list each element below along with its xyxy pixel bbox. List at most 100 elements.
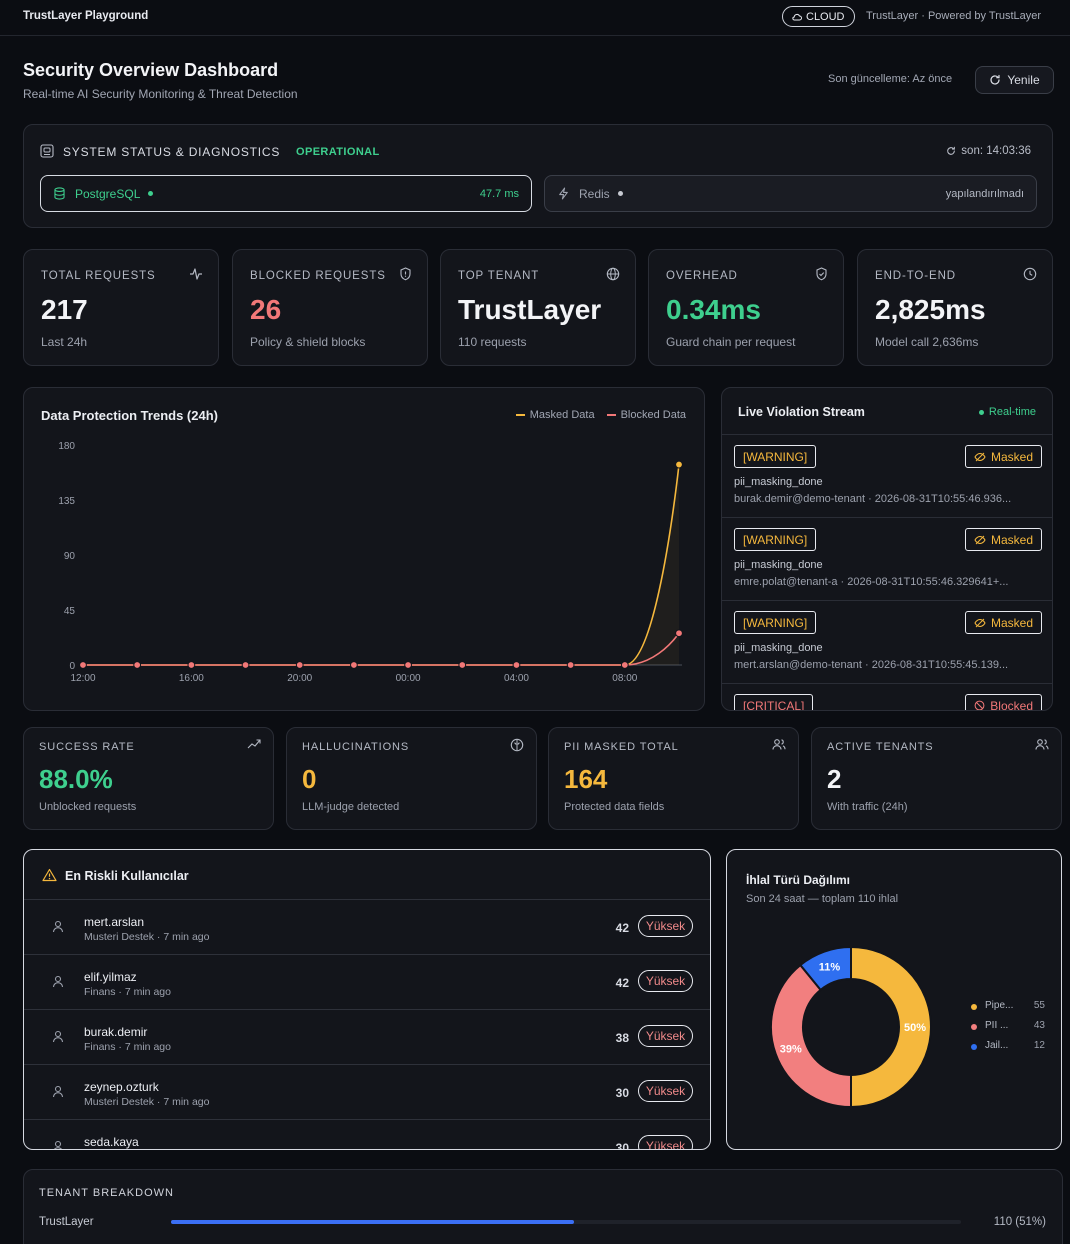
series-line-blocked [83, 632, 680, 666]
x-tick-label: 20:00 [287, 673, 312, 684]
data-point[interactable] [566, 661, 575, 669]
metric-card-pii-masked: PII MASKED TOTAL 164 Protected data fiel… [548, 727, 799, 830]
donut-legend-item[interactable]: Jail... 12 [969, 1040, 1049, 1060]
legend-label: PII ... [985, 1020, 1009, 1031]
app-title: TrustLayer Playground [23, 10, 149, 22]
stat-label: OVERHEAD [666, 270, 738, 282]
user-icon [52, 920, 64, 933]
metric-label: PII MASKED TOTAL [564, 741, 679, 753]
tenant-share-fill [171, 1220, 574, 1224]
metric-label: SUCCESS RATE [39, 741, 135, 753]
data-point[interactable] [133, 661, 142, 669]
metric-card-active-tenants: ACTIVE TENANTS 2 With traffic (24h) [811, 727, 1062, 830]
stat-subtext: Model call 2,636ms [875, 335, 979, 349]
chart-legend: Masked Data Blocked Data [515, 409, 686, 421]
data-point[interactable] [512, 661, 521, 669]
stat-subtext: Last 24h [41, 335, 88, 349]
stat-card-blocked-requests: BLOCKED REQUESTS 26 Policy & shield bloc… [232, 249, 428, 366]
y-tick-label: 0 [69, 661, 75, 672]
user-row[interactable]: burak.demir Finans · 7 min ago 38 Yüksek [24, 1010, 710, 1065]
stat-subtext: Policy & shield blocks [250, 335, 366, 349]
donut-slice[interactable] [798, 945, 852, 992]
violation-list[interactable]: [WARNING] Masked pii_masking_done burak.… [722, 434, 1052, 710]
user-row[interactable]: zeynep.ozturk Musteri Destek · 7 min ago… [24, 1065, 710, 1120]
data-point[interactable] [187, 661, 196, 669]
donut-legend-item[interactable]: Pipe... 55 [969, 1000, 1049, 1020]
user-name: elif.yilmaz [84, 970, 137, 984]
data-point[interactable] [675, 460, 683, 469]
warning-icon [42, 868, 57, 882]
user-row[interactable]: seda.kaya 30 Yüksek [24, 1120, 710, 1150]
data-point[interactable] [79, 661, 87, 669]
legend-label: Jail... [985, 1040, 1009, 1051]
stat-value: 26 [250, 294, 282, 325]
metric-value: 164 [564, 764, 608, 794]
refresh-icon [947, 146, 956, 155]
legend-item-masked[interactable]: Masked Data [515, 409, 595, 421]
user-icon [52, 1085, 64, 1098]
tenant-name: TrustLayer [39, 1216, 94, 1228]
masked-area [83, 464, 679, 665]
realtime-indicator: Real-time [978, 406, 1036, 418]
y-tick-label: 90 [64, 551, 76, 562]
slice-percent-label: 39% [780, 1044, 802, 1056]
action-badge: Blocked [965, 694, 1042, 710]
severity-badge: [WARNING] [734, 528, 817, 551]
user-name: mert.arslan [84, 915, 145, 929]
activity-icon [190, 268, 202, 280]
page-title: Security Overview Dashboard [23, 60, 279, 80]
user-row[interactable]: mert.arslan Musteri Destek · 7 min ago 4… [24, 900, 710, 955]
risk-score: 38 [615, 1031, 629, 1045]
data-point[interactable] [620, 661, 629, 669]
service-redis[interactable]: Redis yapılandırılmadı [544, 175, 1037, 212]
severity-badge: [WARNING] [734, 611, 817, 634]
tenant-breakdown-title: TENANT BREAKDOWN [39, 1187, 174, 1199]
severity-badge: [WARNING] [734, 445, 817, 468]
powered-by-text: TrustLayer · Powered by TrustLayer [866, 10, 1042, 22]
stream-title: Live Violation Stream [738, 405, 865, 419]
stat-subtext: 110 requests [458, 335, 527, 349]
service-status-dot [617, 191, 623, 196]
last-update-text: Son güncelleme: Az önce [828, 73, 953, 85]
violation-item[interactable]: [CRITICAL] Blocked [722, 683, 1052, 710]
data-point[interactable] [458, 661, 467, 669]
eye-off-icon [974, 618, 986, 627]
legend-label: Masked Data [529, 409, 595, 421]
donut-slice[interactable] [770, 963, 852, 1109]
data-point[interactable] [675, 629, 683, 638]
distribution-title: İhlal Türü Dağılımı [746, 873, 851, 887]
refresh-button[interactable]: Yenile [975, 66, 1054, 94]
risky-users-header: En Riskli Kullanıcılar [24, 850, 710, 900]
service-postgresql[interactable]: PostgreSQL 47.7 ms [40, 175, 532, 212]
data-point[interactable] [241, 661, 250, 669]
violation-item[interactable]: [WARNING] Masked pii_masking_done mert.a… [722, 600, 1052, 683]
risky-users-title: En Riskli Kullanıcılar [65, 869, 189, 883]
risky-users-list[interactable]: mert.arslan Musteri Destek · 7 min ago 4… [24, 900, 710, 1150]
data-point[interactable] [295, 661, 304, 669]
metric-value: 88.0% [39, 764, 113, 794]
stat-label: BLOCKED REQUESTS [250, 270, 386, 282]
data-point[interactable] [350, 661, 358, 669]
cloud-mode-badge[interactable]: CLOUD [782, 6, 855, 27]
donut-legend-item[interactable]: PII ... 43 [969, 1020, 1049, 1040]
violation-type-distribution: İhlal Türü Dağılımı Son 24 saat — toplam… [726, 849, 1062, 1150]
stat-label: TOP TENANT [458, 270, 540, 282]
violation-item[interactable]: [WARNING] Masked pii_masking_done burak.… [722, 434, 1052, 517]
legend-value: 43 [1033, 1020, 1045, 1031]
user-name: seda.kaya [84, 1135, 139, 1149]
legend-label: Pipe... [985, 1000, 1014, 1011]
violation-item[interactable]: [WARNING] Masked pii_masking_done emre.p… [722, 517, 1052, 600]
live-dot [978, 409, 984, 415]
event-name: pii_masking_done [734, 476, 823, 488]
y-tick-label: 180 [58, 441, 75, 452]
risk-score: 30 [615, 1141, 629, 1150]
risk-score: 42 [615, 921, 629, 935]
data-point[interactable] [404, 661, 412, 669]
user-row[interactable]: elif.yilmaz Finans · 7 min ago 42 Yüksek [24, 955, 710, 1010]
x-tick-label: 12:00 [70, 673, 95, 684]
legend-item-blocked[interactable]: Blocked Data [606, 409, 686, 421]
user-meta: Finans · 7 min ago [84, 986, 171, 998]
donut-slice[interactable] [850, 945, 932, 1109]
system-status-title: SYSTEM STATUS & DIAGNOSTICS [63, 145, 281, 159]
metric-label: ACTIVE TENANTS [827, 741, 934, 753]
